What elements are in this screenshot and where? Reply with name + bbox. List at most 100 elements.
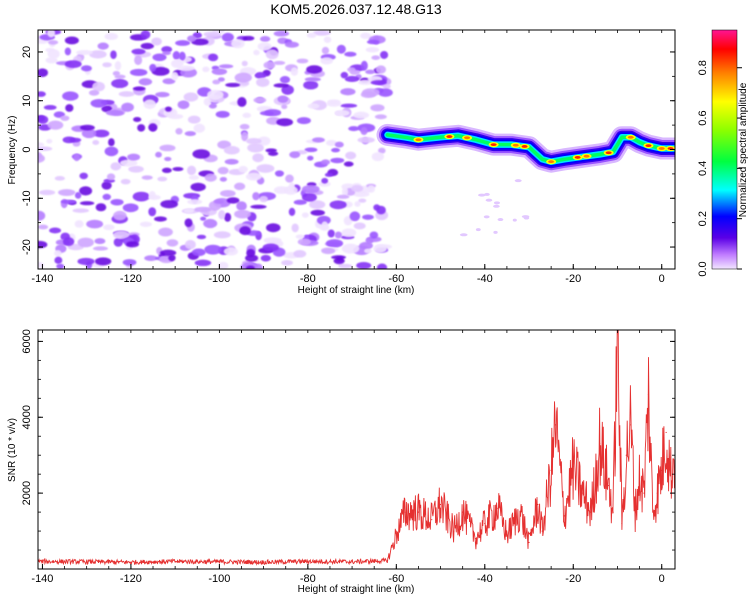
spectrogram-noise-blob bbox=[257, 42, 272, 51]
spectrogram-noise-blob bbox=[336, 44, 346, 54]
spectrogram-noise-blob bbox=[277, 95, 289, 103]
spectrogram-noise-blob bbox=[296, 117, 311, 125]
spectrogram-noise-blob bbox=[120, 178, 131, 185]
spectrogram-noise-blob bbox=[208, 103, 217, 109]
spectrogram-noise-blob bbox=[475, 228, 481, 232]
spectrogram-hotspot-core bbox=[645, 144, 652, 147]
colorbar-tick-label: 0.4 bbox=[697, 161, 709, 176]
spectrogram-noise-blob bbox=[38, 68, 48, 77]
spectrogram-noise-blob bbox=[203, 97, 212, 106]
spectrogram-noise-blob bbox=[265, 223, 281, 233]
spectrogram-noise-blob bbox=[327, 229, 335, 238]
spectrogram-noise-blob bbox=[194, 206, 212, 213]
snr-series-line bbox=[38, 330, 675, 566]
spectrogram-noise-blob bbox=[241, 131, 249, 142]
spectrogram-noise-blob bbox=[140, 42, 155, 50]
spectrogram-noise-blob bbox=[164, 106, 172, 112]
spectrogram-noise-blob bbox=[38, 210, 46, 221]
snr-data-point bbox=[528, 541, 530, 544]
spectrogram-noise-blob bbox=[54, 249, 62, 257]
spectrogram-noise-blob bbox=[129, 68, 148, 77]
snr-data-point bbox=[630, 424, 632, 426]
spectrogram-noise-blob bbox=[224, 158, 239, 165]
spectrogram-noise-blob bbox=[38, 115, 49, 124]
spectrogram-noise-blob bbox=[301, 192, 317, 202]
snr-data-point bbox=[484, 522, 486, 525]
spectrogram-noise-blob bbox=[334, 141, 344, 148]
spectrogram-noise-blob bbox=[161, 46, 173, 53]
spectrogram-noise-layer bbox=[38, 30, 530, 269]
spectrogram-noise-blob bbox=[158, 227, 173, 237]
spectrogram-noise-blob bbox=[184, 239, 196, 250]
spectrogram-noise-blob bbox=[234, 72, 252, 83]
snr-data-point bbox=[669, 473, 672, 475]
spectrogram-noise-blob bbox=[285, 174, 294, 183]
spectrogram-noise-blob bbox=[218, 261, 229, 269]
spectrogram-noise-blob bbox=[204, 244, 222, 255]
spectrogram-noise-blob bbox=[329, 200, 347, 210]
snr-data-point bbox=[625, 454, 627, 456]
spectrogram-noise-blob bbox=[111, 78, 129, 89]
spectrogram-noise-blob bbox=[193, 123, 206, 133]
spectrogram-noise-blob bbox=[38, 154, 45, 163]
spectrogram-noise-blob bbox=[380, 50, 389, 59]
snr-data-point bbox=[439, 503, 442, 506]
spectrogram-noise-blob bbox=[162, 78, 176, 85]
chart-title: KOM5.2026.037.12.48.G13 bbox=[270, 1, 441, 17]
spectrogram-noise-blob bbox=[369, 231, 379, 239]
snr-data-point bbox=[462, 511, 464, 513]
spectrogram-noise-blob bbox=[313, 30, 331, 36]
spectrogram-noise-blob bbox=[274, 170, 284, 177]
colorbar-tick-label: 0.2 bbox=[697, 211, 709, 226]
spectrogram-noise-blob bbox=[273, 60, 286, 65]
spectrogram-noise-blob bbox=[265, 49, 279, 60]
spectrogram-noise-blob bbox=[54, 176, 65, 181]
spectrogram-noise-blob bbox=[148, 191, 156, 199]
spectrogram-noise-blob bbox=[253, 97, 267, 103]
spectrogram-noise-blob bbox=[159, 249, 177, 257]
spectrogram-noise-blob bbox=[149, 63, 157, 72]
spectrogram-noise-blob bbox=[69, 137, 82, 143]
spectrogram-hotspot-core bbox=[583, 154, 590, 158]
snr-data-point bbox=[599, 443, 601, 445]
spectrogram-noise-blob bbox=[273, 30, 290, 37]
spectrogram-noise-blob bbox=[349, 211, 361, 222]
spectrogram-noise-blob bbox=[326, 100, 342, 107]
spectrogram-noise-blob bbox=[254, 72, 267, 79]
spectrogram-noise-blob bbox=[239, 123, 250, 130]
spectrogram-noise-blob bbox=[343, 161, 354, 167]
spectrogram-noise-blob bbox=[207, 89, 224, 100]
spectrogram-x-tick-label: -40 bbox=[477, 273, 493, 285]
spectrogram-noise-blob bbox=[307, 155, 314, 161]
snr-data-point bbox=[263, 561, 265, 563]
spectrogram-noise-blob bbox=[256, 77, 270, 88]
spectrogram-x-tick-label: -20 bbox=[565, 273, 581, 285]
spectrogram-noise-blob bbox=[374, 114, 387, 120]
spectrogram-noise-blob bbox=[259, 110, 274, 116]
spectrogram-noise-blob bbox=[103, 224, 115, 231]
spectrogram-noise-blob bbox=[122, 259, 137, 266]
spectrogram-noise-blob bbox=[110, 162, 122, 171]
snr-x-tick-label: -100 bbox=[208, 573, 230, 585]
spectrogram-noise-blob bbox=[155, 91, 170, 98]
spectrogram-noise-blob bbox=[371, 55, 381, 60]
spectrogram-noise-blob bbox=[357, 136, 375, 144]
spectrogram-noise-blob bbox=[154, 216, 167, 222]
spectrogram-noise-blob bbox=[56, 263, 65, 269]
snr-data-point bbox=[608, 484, 610, 487]
spectrogram-hotspot-core bbox=[415, 138, 422, 142]
spectrogram-noise-blob bbox=[190, 182, 206, 192]
spectrogram-noise-blob bbox=[64, 47, 72, 56]
snr-x-axis: -140 -120 -100 -80 -60 -40 -20 0 bbox=[31, 330, 665, 585]
spectrogram-noise-blob bbox=[92, 246, 109, 251]
spectrogram-noise-blob bbox=[93, 129, 110, 138]
spectrogram-noise-blob bbox=[341, 228, 357, 238]
spectrogram-noise-blob bbox=[79, 172, 88, 180]
spectrogram-noise-blob bbox=[521, 215, 530, 219]
spectrogram-noise-blob bbox=[160, 199, 178, 209]
spectrogram-noise-blob bbox=[371, 152, 385, 162]
snr-y-axis-title: SNR (10 * v/v) bbox=[7, 418, 18, 482]
spectrogram-noise-blob bbox=[340, 71, 349, 79]
spectrogram-noise-blob bbox=[293, 249, 307, 258]
